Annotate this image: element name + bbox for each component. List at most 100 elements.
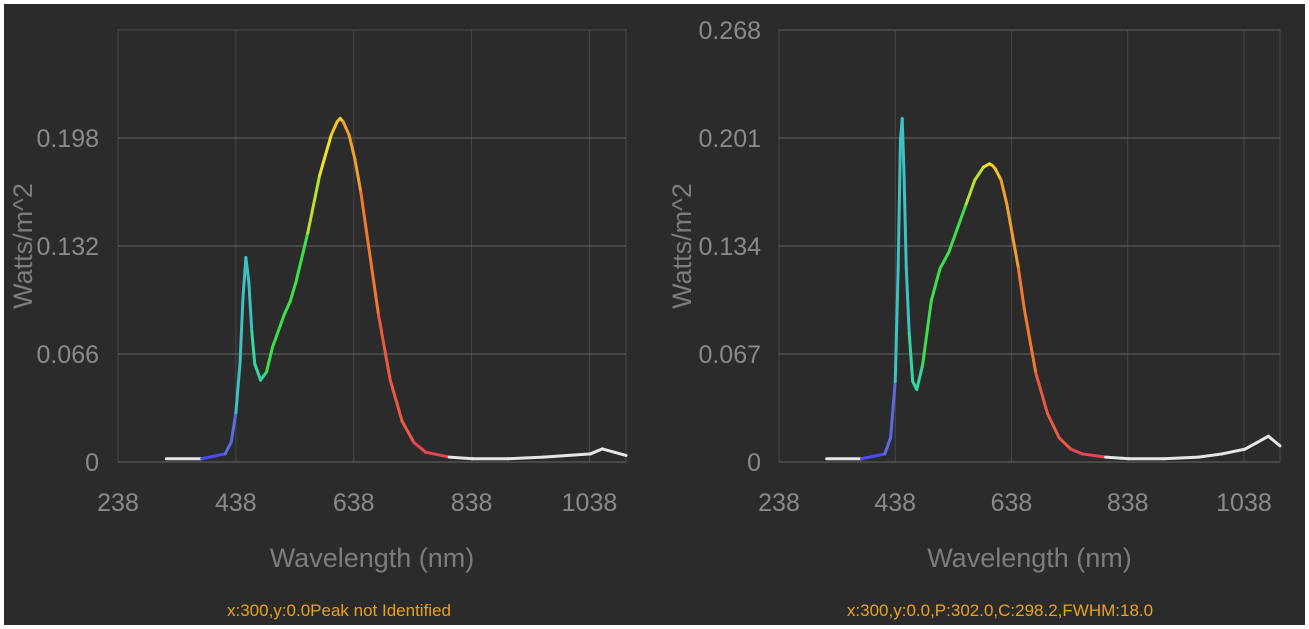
spectrum-segment bbox=[447, 455, 475, 461]
spectrum-segment bbox=[902, 170, 908, 271]
spectrum-segment bbox=[612, 450, 628, 457]
spectrum-line-left bbox=[164, 116, 628, 461]
spectrum-segment bbox=[318, 133, 333, 178]
chart-left: 238 438 638 838 1038 0 0.066 0.132 0.198 Waveleng… bbox=[8, 29, 628, 573]
y-tick-label: 0.198 bbox=[36, 125, 99, 153]
spectrum-segment bbox=[229, 411, 238, 444]
spectrum-segment bbox=[973, 165, 986, 182]
spectrum-segment bbox=[1266, 434, 1282, 448]
x-tick-label: 1038 bbox=[1216, 489, 1272, 517]
y-tick-label: 0.067 bbox=[698, 341, 761, 369]
spectrum-segment bbox=[883, 436, 893, 456]
spectrum-panel: 238 438 638 838 1038 0 0.066 0.132 0.198 Waveleng… bbox=[4, 4, 1305, 625]
spectrum-segment bbox=[893, 267, 900, 383]
spectrum-segment bbox=[1255, 434, 1270, 445]
x-axis-title-right: Wavelength (nm) bbox=[927, 543, 1132, 573]
spectrum-segment bbox=[904, 267, 911, 335]
spectrum-segment bbox=[294, 231, 310, 284]
spectrum-segment bbox=[1220, 447, 1247, 456]
spectrum-segment bbox=[1162, 455, 1201, 461]
spectrum-segment bbox=[938, 250, 951, 271]
x-tick-label: 238 bbox=[97, 489, 139, 517]
spectrum-segment bbox=[541, 453, 569, 459]
y-tick-label: 0.268 bbox=[698, 17, 761, 45]
spectrum-segment bbox=[244, 255, 251, 284]
spectrum-segment bbox=[376, 313, 392, 382]
x-tick-label: 638 bbox=[333, 489, 375, 517]
spectrum-segment bbox=[921, 299, 933, 367]
spectrum-segment bbox=[365, 231, 380, 317]
y-axis-title-left: Watts/m^2 bbox=[8, 183, 38, 309]
spectrum-segment bbox=[915, 363, 925, 391]
spectrum-segment bbox=[238, 296, 245, 366]
spectrum-segment bbox=[1046, 412, 1061, 440]
spectrum-segment bbox=[907, 331, 915, 383]
y-tick-label: 0 bbox=[85, 449, 99, 477]
spectrum-segment bbox=[1080, 452, 1108, 459]
y-tick-label: 0.132 bbox=[36, 233, 99, 261]
y-tick-label: 0 bbox=[747, 449, 761, 477]
spectrum-segment bbox=[359, 190, 369, 235]
spectrum-segment bbox=[955, 202, 968, 230]
spectrum-segment bbox=[900, 117, 906, 174]
spectrum-segment bbox=[234, 362, 242, 415]
cursor-status-right: x:300,y:0.0,P:302.0,C:298.2,FWHM:18.0 bbox=[846, 601, 1154, 620]
spectrum-segment bbox=[589, 447, 604, 456]
spectrum-segment bbox=[1243, 441, 1259, 451]
spectrum-segment bbox=[288, 280, 298, 304]
spectrum-segment bbox=[565, 452, 593, 457]
spectrum-segment bbox=[353, 157, 363, 194]
spectrum-segment bbox=[412, 440, 428, 454]
x-tick-label: 438 bbox=[215, 489, 257, 517]
chart-right: 238 438 638 838 1038 0 0.067 0.134 0.201 0.268 Wav… bbox=[667, 17, 1282, 573]
charts-canvas: 238 438 638 838 1038 0 0.066 0.132 0.198 Waveleng… bbox=[8, 17, 1282, 573]
spectrum-segment bbox=[929, 267, 942, 303]
x-tick-label: 1038 bbox=[562, 489, 618, 517]
spectrum-segment bbox=[400, 419, 416, 444]
spectrum-segment bbox=[276, 313, 286, 333]
spectrum-segment bbox=[1034, 371, 1050, 416]
spectrum-segment bbox=[329, 120, 339, 137]
spectrum-segment bbox=[341, 120, 351, 137]
spectrum-segment bbox=[947, 226, 959, 254]
spectrum-segment bbox=[200, 452, 227, 461]
spectrum-segment bbox=[424, 450, 451, 459]
spectrum-segment bbox=[889, 379, 897, 440]
spectrum-segment bbox=[1197, 452, 1224, 459]
spectrum-segment bbox=[223, 440, 233, 456]
spectrum-segment bbox=[600, 447, 616, 454]
spectrum-line-right bbox=[825, 117, 1282, 461]
y-tick-label: 0.134 bbox=[698, 233, 761, 261]
spectrum-segment bbox=[1104, 455, 1131, 461]
x-axis-title-left: Wavelength (nm) bbox=[270, 543, 475, 573]
spectrum-segment bbox=[306, 174, 322, 235]
spectrum-segment bbox=[1069, 447, 1084, 456]
spectrum-segment bbox=[265, 345, 274, 374]
y-tick-label: 0.066 bbox=[36, 341, 99, 369]
x-tick-label: 238 bbox=[758, 489, 800, 517]
x-tick-label: 438 bbox=[874, 489, 916, 517]
spectrum-segment bbox=[896, 138, 902, 271]
spectrum-segment bbox=[860, 452, 887, 461]
spectrum-segment bbox=[1016, 267, 1026, 311]
spectrum-segment bbox=[247, 280, 254, 333]
spectrum-segment bbox=[1057, 436, 1073, 451]
x-tick-label: 638 bbox=[991, 489, 1033, 517]
spectrum-segment bbox=[1011, 234, 1020, 271]
spectrum-segment bbox=[1022, 307, 1038, 375]
spectrum-segment bbox=[964, 178, 977, 206]
cursor-status-left: x:300,y:0.0Peak not Identified bbox=[227, 601, 451, 620]
spectrum-segment bbox=[282, 300, 292, 317]
y-tick-label: 0.201 bbox=[698, 125, 761, 153]
spectrum-segment bbox=[259, 370, 269, 382]
spectrum-segment bbox=[270, 329, 280, 349]
spectrum-segment bbox=[250, 329, 257, 366]
spectrum-segment bbox=[993, 167, 1003, 182]
spectrum-segment bbox=[999, 178, 1009, 206]
spectrum-segment bbox=[253, 362, 263, 382]
spectrum-segment bbox=[388, 378, 404, 423]
spectrum-segment bbox=[506, 455, 545, 461]
x-tick-label: 838 bbox=[1107, 489, 1149, 517]
y-axis-title-right: Watts/m^2 bbox=[667, 183, 697, 309]
spectrum-segment bbox=[1005, 202, 1015, 238]
